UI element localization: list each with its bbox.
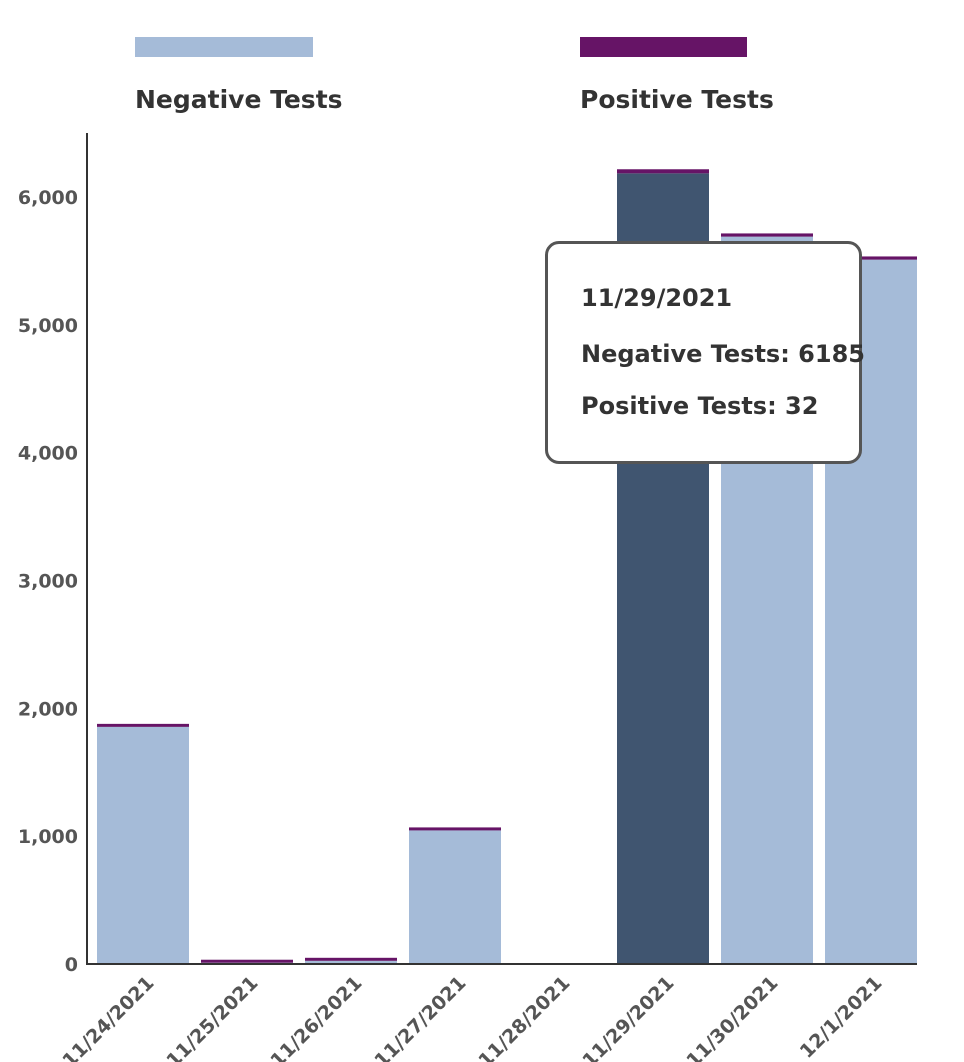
tooltip-date: 11/29/2021: [581, 284, 733, 312]
bar-positive: [201, 959, 293, 963]
tooltip-negative: Negative Tests: 6185: [581, 340, 865, 368]
bar-positive: [721, 233, 813, 237]
y-tick-label: 0: [65, 954, 78, 976]
x-tick-label: 11/25/2021: [162, 972, 262, 1062]
y-tick-label: 2,000: [18, 698, 78, 720]
x-tick-label: 11/30/2021: [682, 972, 782, 1062]
bar-negative: [305, 960, 397, 964]
x-tick-label: 12/1/2021: [796, 972, 887, 1062]
bar-positive: [617, 169, 709, 174]
legend: Negative Tests Positive Tests: [135, 37, 774, 114]
y-tick-label: 4,000: [18, 443, 78, 465]
x-tick-label: 11/28/2021: [474, 972, 574, 1062]
x-tick-label: 11/26/2021: [266, 972, 366, 1062]
bar-positive: [409, 827, 501, 831]
y-tick-label: 5,000: [18, 315, 78, 337]
x-tick-label: 11/29/2021: [578, 972, 678, 1062]
tooltip-positive: Positive Tests: 32: [581, 392, 819, 420]
legend-label-positive: Positive Tests: [580, 85, 774, 114]
y-tick-label: 6,000: [18, 187, 78, 209]
bar-negative: [97, 726, 189, 964]
bar-positive: [825, 256, 917, 260]
legend-label-negative: Negative Tests: [135, 85, 343, 114]
x-tick-label: 11/27/2021: [370, 972, 470, 1062]
legend-swatch-negative: [135, 37, 313, 57]
hover-tooltip: 11/29/2021 Negative Tests: 6185 Positive…: [545, 241, 865, 464]
bar-negative: [409, 830, 501, 964]
bar-positive: [305, 957, 397, 961]
y-tick-label: 1,000: [18, 826, 78, 848]
x-tick-label: 11/24/2021: [58, 972, 158, 1062]
bar-positive: [97, 723, 189, 727]
y-tick-label: 3,000: [18, 571, 78, 593]
legend-swatch-positive: [580, 37, 747, 57]
